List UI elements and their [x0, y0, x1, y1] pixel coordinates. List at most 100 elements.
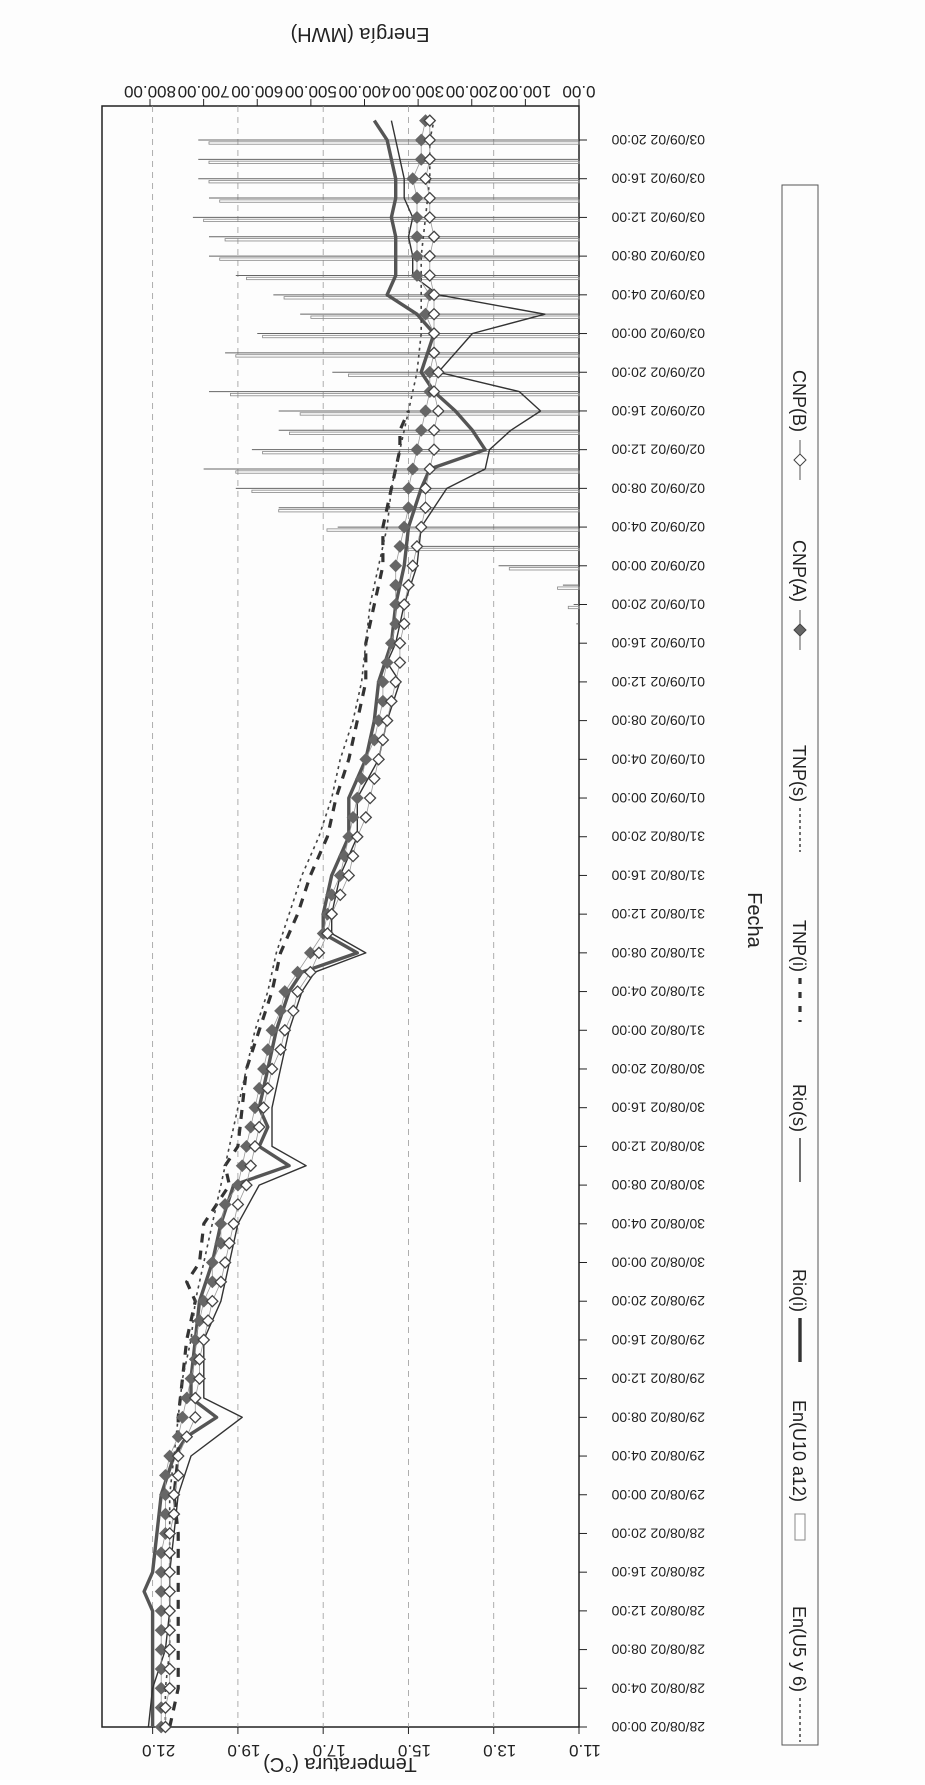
- data-point: [376, 694, 390, 708]
- energy-bar: [326, 528, 580, 532]
- data-point: [342, 830, 356, 844]
- energy-tick-label: 300.00: [392, 82, 444, 101]
- series-line: [160, 120, 435, 1727]
- date-tick-label: 31/08/02 04:00: [611, 984, 705, 1000]
- energy-axis-title: Energía (MWH): [291, 23, 430, 45]
- energy-tick-label: 400.00: [339, 82, 391, 101]
- data-point: [402, 481, 415, 495]
- data-point: [201, 1314, 215, 1327]
- data-point: [384, 636, 398, 650]
- date-tick-label: 29/08/02 08:00: [611, 1409, 705, 1425]
- data-point: [355, 772, 368, 786]
- date-tick-label: 31/08/02 16:00: [611, 867, 705, 883]
- data-point: [384, 694, 398, 708]
- date-tick-label: 02/09/02 16:00: [611, 403, 705, 419]
- legend-label: CNP(A): [789, 540, 809, 602]
- data-point: [154, 1623, 168, 1637]
- date-tick-label: 02/09/02 12:00: [611, 442, 705, 458]
- data-point: [214, 1275, 228, 1289]
- legend-label: Rio(s): [789, 1084, 809, 1132]
- date-tick-label: 01/09/02 12:00: [611, 674, 705, 690]
- data-point: [393, 656, 407, 669]
- data-point: [163, 1643, 177, 1657]
- temperature-series-group: [142, 119, 546, 1728]
- data-point: [359, 810, 373, 824]
- legend-symbol: [793, 453, 807, 467]
- data-point: [171, 1468, 185, 1482]
- data-point: [419, 404, 432, 418]
- energy-bar: [251, 489, 580, 493]
- data-point: [171, 1449, 185, 1463]
- data-point: [431, 404, 445, 418]
- date-tick-label: 29/08/02 00:00: [611, 1487, 705, 1503]
- data-point: [359, 752, 373, 766]
- data-point: [389, 675, 403, 689]
- date-tick-label: 29/08/02 20:00: [611, 1293, 705, 1309]
- legend-label: En(U10 a12): [789, 1400, 809, 1502]
- data-point: [248, 1139, 262, 1153]
- data-point: [402, 501, 415, 515]
- data-point: [406, 172, 420, 186]
- energy-tick-label: 600.00: [231, 82, 283, 101]
- data-point: [333, 869, 347, 882]
- data-point: [376, 733, 390, 747]
- data-point: [342, 869, 356, 882]
- date-tick-label: 28/08/02 00:00: [611, 1719, 705, 1735]
- data-point: [188, 1333, 202, 1347]
- data-point: [197, 1294, 211, 1308]
- date-tick-label: 30/08/02 08:00: [611, 1177, 705, 1193]
- data-point: [338, 849, 351, 863]
- data-point: [261, 1081, 275, 1095]
- data-point: [257, 1101, 270, 1115]
- date-tick-label: 31/08/02 08:00: [611, 945, 705, 961]
- legend-label: TNP(i): [789, 920, 809, 972]
- data-point: [180, 1430, 194, 1444]
- data-point: [163, 1623, 177, 1637]
- data-point: [163, 1527, 177, 1540]
- temperature-axis-ticks: 11.0 13.0 15.0 17.0 19.0 21.0: [142, 1727, 601, 1760]
- data-point: [393, 636, 407, 650]
- energy-tick-label: 200.00: [446, 82, 498, 101]
- date-tick-label: 30/08/02 04:00: [611, 1216, 705, 1232]
- legend-label: En(U5 y 6): [789, 1606, 809, 1692]
- temperature-tick-label: 15.0: [398, 1741, 431, 1760]
- energy-bar: [208, 180, 580, 184]
- data-point: [363, 791, 377, 805]
- data-point: [423, 462, 437, 476]
- data-point: [414, 520, 428, 534]
- energy-bar: [235, 354, 580, 358]
- data-point: [423, 365, 437, 379]
- date-tick-label: 31/08/02 00:00: [611, 1022, 705, 1038]
- date-tick-label: 01/09/02 16:00: [611, 635, 705, 651]
- legend-label: Rio(i): [789, 1269, 809, 1312]
- energy-series-group: [192, 139, 580, 625]
- data-point: [427, 307, 441, 321]
- data-point: [154, 1604, 168, 1618]
- legend-label: TNP(s): [789, 745, 809, 802]
- series-line: [164, 120, 435, 1727]
- energy-bar: [224, 238, 580, 242]
- data-point: [423, 114, 437, 128]
- data-point: [193, 1314, 206, 1327]
- data-point: [376, 675, 390, 689]
- data-point: [367, 733, 381, 747]
- data-point: [261, 1043, 275, 1057]
- date-tick-label: 02/09/02 20:00: [611, 364, 705, 380]
- energy-tick-label: 500.00: [285, 82, 337, 101]
- data-point: [274, 1004, 287, 1018]
- data-point: [423, 152, 437, 166]
- data-point: [423, 133, 437, 147]
- data-point: [414, 423, 428, 437]
- data-point: [427, 327, 441, 340]
- data-point: [235, 1159, 249, 1173]
- data-point: [231, 1198, 245, 1211]
- data-point: [397, 617, 411, 631]
- data-point: [291, 965, 305, 979]
- date-tick-label: 29/08/02 16:00: [611, 1332, 705, 1348]
- date-tick-label: 28/08/02 04:00: [611, 1680, 705, 1696]
- data-point: [244, 1120, 258, 1134]
- plot-frame: [101, 105, 580, 1728]
- temperature-tick-label: 11.0: [569, 1741, 601, 1760]
- data-point: [163, 1565, 177, 1579]
- date-tick-label: 30/08/02 16:00: [611, 1100, 705, 1116]
